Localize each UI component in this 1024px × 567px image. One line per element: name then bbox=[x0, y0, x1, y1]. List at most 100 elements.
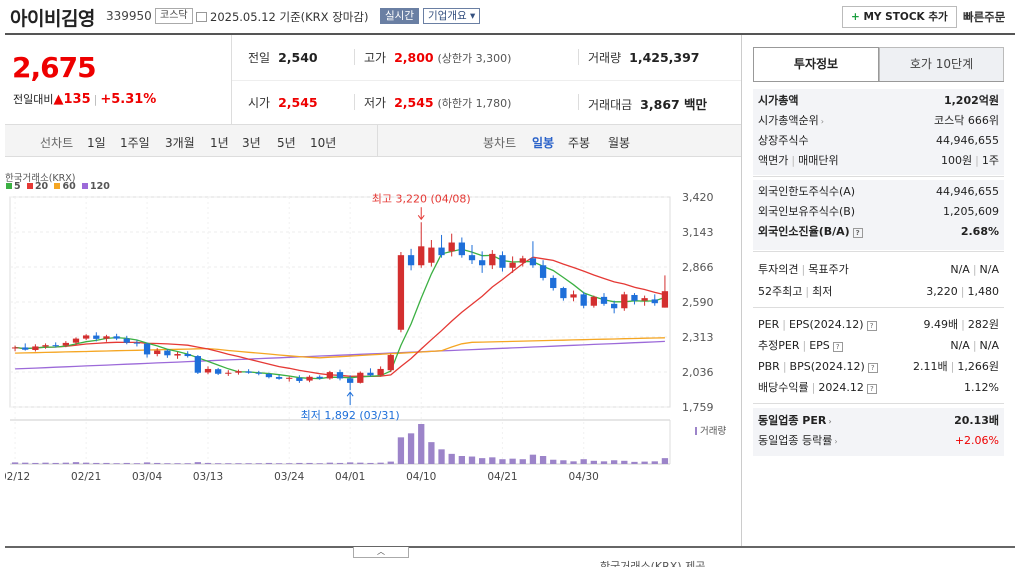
divider: | bbox=[960, 285, 965, 298]
info-sublabel-text: 2024.12 bbox=[818, 381, 864, 394]
volume-bar bbox=[428, 442, 435, 464]
candle-body bbox=[600, 296, 608, 304]
info-label: 배당수익률 | 2024.12? bbox=[758, 379, 877, 397]
candle-body bbox=[468, 255, 476, 261]
volume-bar bbox=[255, 463, 262, 464]
volume-bar bbox=[458, 456, 465, 464]
info-value-text: 1.12% bbox=[964, 381, 999, 394]
x-tick-label: 04/30 bbox=[569, 471, 599, 483]
tab-3y[interactable]: 3년 bbox=[242, 136, 261, 150]
info-subvalue-text: 282원 bbox=[967, 318, 999, 331]
info-value-text: N/A bbox=[950, 339, 970, 352]
info-label: 외국인보유주식수(B) bbox=[758, 203, 855, 221]
y-tick-label: 2,036 bbox=[682, 366, 714, 379]
chevron-right-icon: › bbox=[834, 437, 838, 446]
info-sublabel-text: 최저 bbox=[812, 285, 833, 298]
quote-date-text: 2025.05.12 기준(KRX 장마감) bbox=[210, 10, 369, 24]
volume-bar bbox=[62, 462, 69, 464]
info-label-text: PBR bbox=[758, 360, 780, 373]
divider: | bbox=[782, 360, 787, 373]
prev-close: 전일 2,540 bbox=[248, 50, 318, 65]
volume-bar bbox=[194, 462, 201, 464]
info-value-text: 100원 bbox=[941, 154, 973, 167]
info-row: 상장주식수 44,946,655 bbox=[758, 132, 999, 150]
volume-bar bbox=[133, 463, 141, 464]
info-value: 코스닥 666위 bbox=[934, 112, 999, 130]
volume-bar bbox=[164, 463, 171, 464]
price-change: 전일대비▲135 | +5.31% bbox=[13, 92, 157, 107]
info-row: 52주최고 | 최저 3,220 | 1,480 bbox=[758, 283, 999, 301]
candle-body bbox=[235, 371, 242, 373]
info-subvalue-text: N/A bbox=[979, 339, 999, 352]
info-value-text: 2.11배 bbox=[913, 360, 948, 373]
info-row: 동일업종 PER › 20.13배 bbox=[758, 412, 999, 430]
legend-ma120: 120 bbox=[90, 181, 110, 192]
ma-legend: 5 20 60 120 bbox=[6, 181, 110, 192]
volume-bar bbox=[529, 454, 537, 464]
info-label-text: 추정PER bbox=[758, 339, 800, 352]
tab-monthly[interactable]: 월봉 bbox=[608, 136, 631, 150]
volume-bar bbox=[489, 457, 496, 464]
stock-header: 아이비김영 339950 코스닥 2025.05.12 기준(KRX 장마감) … bbox=[0, 0, 1024, 34]
volume-bar bbox=[143, 462, 151, 464]
info-sublabel-text: BPS(2024.12) bbox=[789, 360, 865, 373]
header-divider bbox=[5, 33, 1015, 35]
add-mystock-button[interactable]: + MY STOCK 추가 bbox=[842, 6, 957, 28]
calendar-icon bbox=[196, 12, 207, 22]
tab-3m[interactable]: 3개월 bbox=[165, 136, 195, 150]
volume-bar bbox=[275, 463, 283, 464]
tab-5y[interactable]: 5년 bbox=[277, 136, 296, 150]
candle-body bbox=[133, 342, 141, 344]
tab-10y[interactable]: 10년 bbox=[310, 136, 337, 150]
volume-bar bbox=[72, 462, 80, 464]
info-label: 시가총액 bbox=[758, 92, 798, 110]
volume-bar bbox=[42, 462, 49, 464]
tab-1d[interactable]: 1일 bbox=[87, 136, 106, 150]
tab-invest-info[interactable]: 투자정보 bbox=[753, 47, 879, 82]
tab-orderbook[interactable]: 호가 10단계 bbox=[879, 47, 1004, 82]
info-subvalue-text: N/A bbox=[979, 263, 999, 276]
divider: | bbox=[782, 318, 786, 331]
chart-bottom-divider bbox=[5, 546, 1015, 548]
divider: | bbox=[961, 318, 965, 331]
max-price-annotation: 최고 3,220 (04/08) bbox=[372, 192, 471, 205]
x-tick-label: 04/21 bbox=[487, 471, 517, 483]
tab-daily[interactable]: 일봉 bbox=[532, 136, 555, 150]
candle-body bbox=[143, 343, 151, 355]
volume-label: 거래량 bbox=[700, 425, 726, 437]
info-label-text: 외국인한도주식수(A) bbox=[758, 185, 856, 198]
x-tick-label: 02/12 bbox=[5, 471, 30, 483]
info-row: 추정PER | EPS? N/A | N/A bbox=[758, 337, 999, 355]
volume-bar bbox=[651, 461, 658, 464]
help-icon: ? bbox=[867, 363, 878, 373]
candle-chart-label: 봉차트 bbox=[483, 136, 517, 150]
tab-weekly[interactable]: 주봉 bbox=[568, 136, 591, 150]
info-label: 외국인한도주식수(A) bbox=[758, 183, 855, 201]
realtime-button[interactable]: 실시간 bbox=[380, 8, 419, 24]
collapse-toggle-button[interactable]: ︿ bbox=[353, 547, 409, 558]
volume-bar bbox=[621, 460, 628, 464]
tab-1w[interactable]: 1주일 bbox=[120, 136, 150, 150]
tab-1y[interactable]: 1년 bbox=[210, 136, 229, 150]
candle-body bbox=[631, 294, 638, 301]
volume-bar bbox=[336, 462, 344, 464]
company-overview-dropdown[interactable]: 기업개요 ▾ bbox=[423, 8, 481, 24]
y-tick-label: 3,420 bbox=[682, 191, 714, 204]
price-chart[interactable]: 한국거래소(KRX) 5 20 60 120 3,420 3,143 2,866 2,… bbox=[5, 160, 741, 540]
volume-bar bbox=[22, 462, 29, 464]
info-value: 1.12% bbox=[964, 379, 999, 397]
volume-bar bbox=[32, 462, 39, 464]
help-icon: ? bbox=[832, 342, 843, 352]
candle-body bbox=[52, 345, 59, 347]
candle-body bbox=[479, 260, 486, 266]
volume-legend-swatch bbox=[695, 427, 697, 435]
candle-body bbox=[316, 376, 323, 379]
volume-bar bbox=[560, 460, 567, 464]
fast-order-link[interactable]: 빠른주문 bbox=[963, 10, 1006, 24]
invest-info-panel: 투자정보 호가 10단계 시가총액 1,202억원 시가총액순위 › 코스닥 666위 상… bbox=[741, 35, 1015, 546]
up-arrow-icon: ▲ bbox=[53, 92, 64, 107]
ma5-line bbox=[15, 248, 666, 380]
candle-body bbox=[367, 372, 374, 376]
info-subvalue-text: 1,266원 bbox=[957, 360, 999, 373]
candle-body bbox=[407, 255, 415, 266]
